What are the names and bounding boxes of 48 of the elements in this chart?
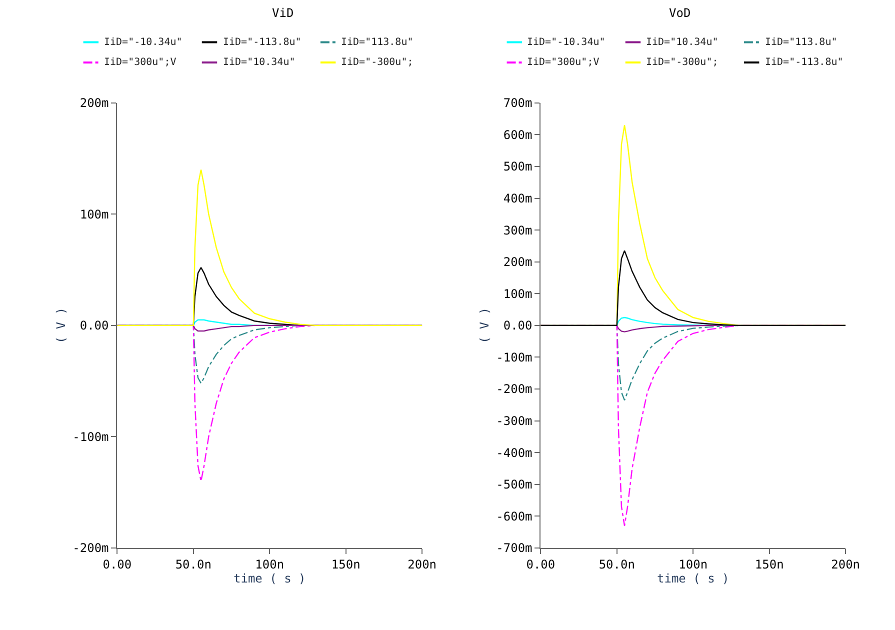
y-tick-label: -100m [72,430,109,444]
y-tick-label: -100m [496,350,532,364]
y-tick-label: 500m [503,160,532,174]
legend-label: IiD="10.34u" [223,57,296,68]
chart-title: VoD [669,6,691,20]
y-tick-label: -700m [496,541,532,556]
y-tick-label: 100m [503,286,532,301]
legend-label: IiD="-113.8u" [765,57,844,68]
x-tick-label: 150n [754,557,784,572]
x-tick-label: 0.00 [526,557,556,572]
x-axis-title: time ( s ) [234,571,306,586]
y-tick-label: 600m [503,128,532,142]
y-tick-label: 700m [503,96,532,110]
y-tick-label: -500m [496,478,532,492]
legend-label: IiD="113.8u" [341,37,414,48]
y-axis-title: ( V ) [477,307,492,344]
legend-label: IiD="-113.8u" [223,37,302,48]
y-tick-label: -300m [496,414,532,428]
legend-label: IiD="300u";V [527,57,600,68]
y-tick-label: 300m [503,223,532,238]
y-tick-label: 200m [503,255,532,270]
x-tick-label: 0.00 [102,557,132,572]
legend-label: IiD="-300u"; [646,57,718,68]
x-tick-label: 50.0n [598,557,635,572]
legend-label: IiD="10.34u" [646,37,718,48]
x-tick-label: 200n [408,557,437,572]
y-tick-label: 400m [503,191,532,206]
y-tick-label: -600m [496,509,532,524]
legend-label: IiD="113.8u" [765,37,838,48]
x-tick-label: 150n [331,557,360,572]
y-tick-label: -200m [72,541,109,556]
x-tick-label: 100n [255,557,284,572]
legend-label: IiD="300u";V [104,57,176,68]
x-tick-label: 200n [831,557,860,572]
x-tick-label: 50.0n [175,557,212,572]
x-tick-label: 100n [678,557,708,572]
legend-label: IiD="-300u"; [341,57,414,68]
y-tick-label: 200m [80,96,109,110]
legend-label: IiD="-10.34u" [527,37,606,48]
y-tick-label: 0.00 [80,318,109,333]
y-tick-label: -400m [496,446,532,460]
y-axis-title: ( V ) [54,307,68,344]
y-tick-label: 100m [80,207,109,222]
x-axis-title: time ( s ) [657,571,730,586]
y-tick-label: 0.00 [503,318,532,333]
y-tick-label: -200m [496,382,532,396]
legend-label: IiD="-10.34u" [104,37,182,48]
chart-title: ViD [272,6,294,20]
